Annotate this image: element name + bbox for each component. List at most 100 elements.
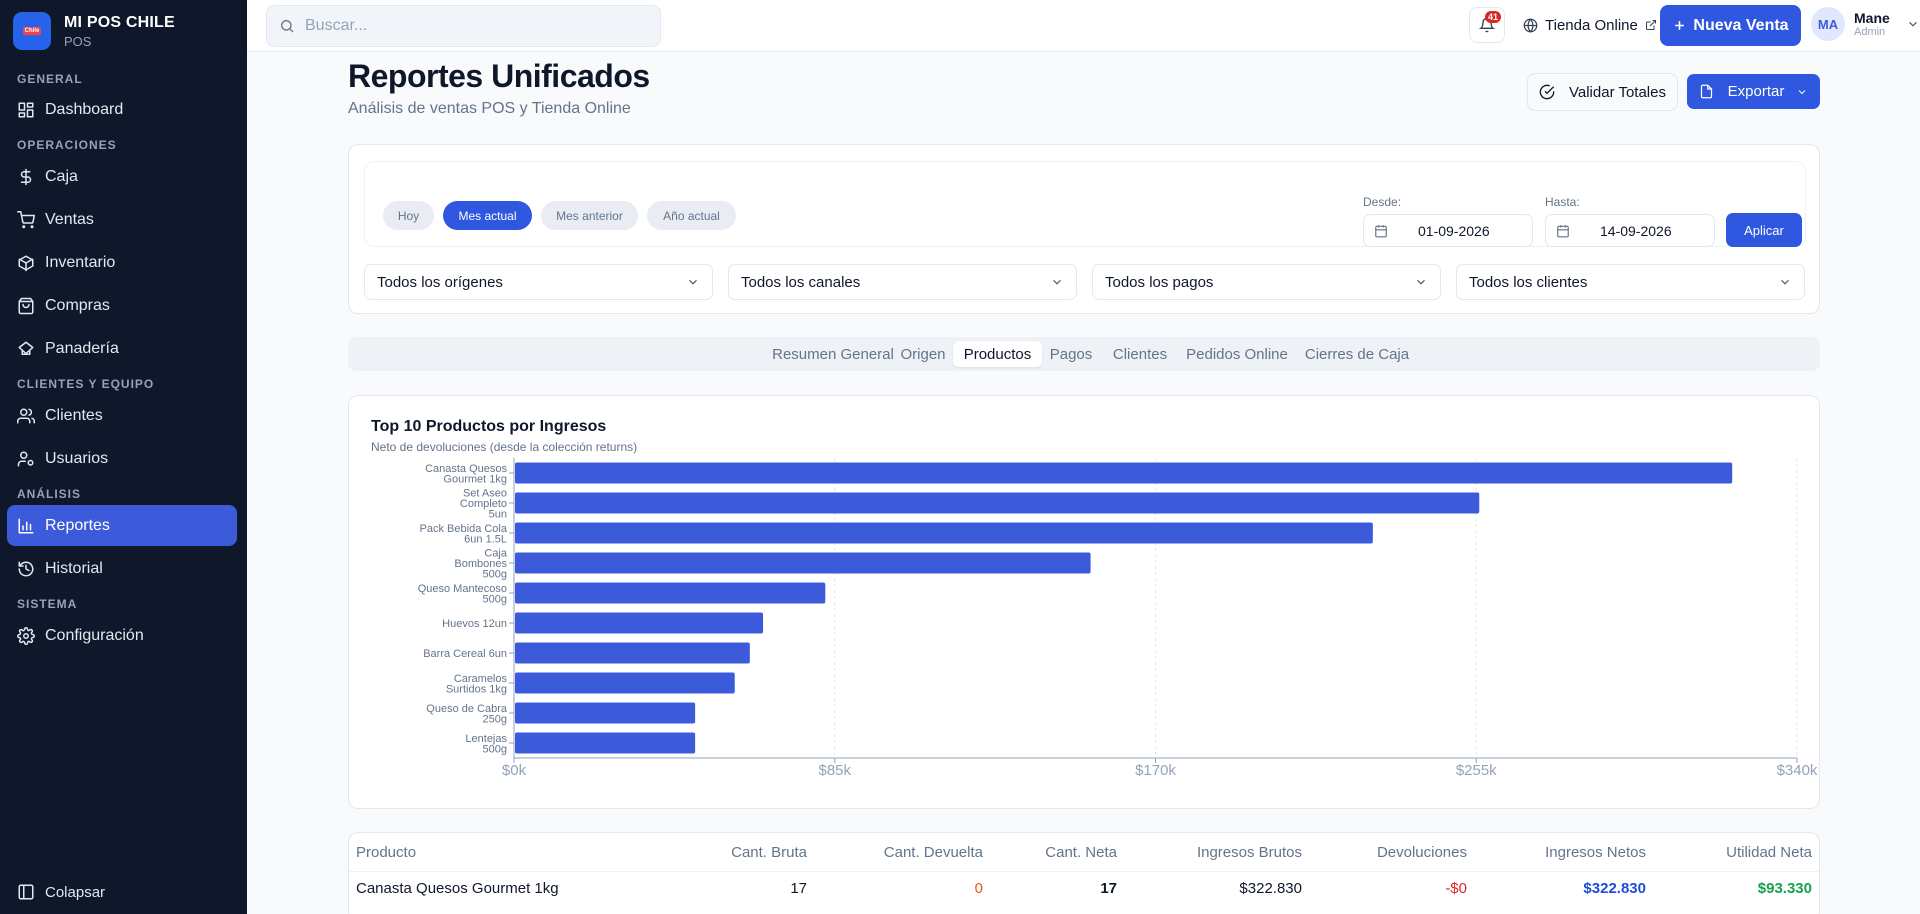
tab-resumen-general[interactable]: Resumen General — [772, 345, 894, 363]
hasta-value: 14-09-2026 — [1600, 222, 1672, 239]
brand-sub: POS — [64, 33, 92, 49]
chip-mes-actual[interactable]: Mes actual — [443, 201, 532, 230]
y-tick-label: Queso de Cabra — [426, 703, 508, 715]
tab-pagos[interactable]: Pagos — [1049, 345, 1093, 363]
x-tick-label: $85k — [818, 762, 851, 779]
column-header-devoluciones: Devoluciones — [1376, 844, 1467, 861]
sidebar-item-clientes[interactable]: Clientes — [7, 395, 237, 436]
select-canales[interactable]: Todos los canales — [728, 264, 1077, 300]
user-role: Admin — [1854, 26, 1886, 38]
avatar: MA — [1811, 7, 1845, 41]
nueva-venta-button[interactable]: Nueva Venta — [1660, 5, 1801, 46]
y-tick-label: Gourmet 1kg — [443, 473, 507, 485]
sidebar-item-configuracion[interactable]: Configuración — [7, 615, 237, 656]
filter-card: Hoy Mes actual Mes anterior Año actual D… — [348, 144, 1820, 314]
sidebar-item-reportes[interactable]: Reportes — [7, 505, 237, 546]
notifications-button[interactable]: 41 — [1469, 7, 1505, 43]
user-menu[interactable]: MA Mane Admin — [1811, 7, 1920, 41]
y-tick-label: Lentejas — [465, 733, 507, 745]
y-tick-label: Caja — [484, 548, 508, 560]
chevron-down-icon — [1417, 279, 1425, 285]
tab-origen[interactable]: Origen — [900, 345, 946, 363]
page-title: Reportes Unificados — [348, 58, 650, 94]
desde-date-input[interactable]: 01-09-2026 — [1363, 214, 1533, 247]
y-tick-label: Bombones — [454, 558, 507, 570]
brand[interactable]: Chile MI POS CHILE POS — [0, 0, 247, 62]
y-tick-label: Caramelos — [454, 673, 508, 685]
sidebar-item-label: Compras — [45, 296, 110, 314]
calendar-icon — [1375, 224, 1387, 237]
x-tick-label: $170k — [1135, 762, 1176, 779]
history-icon — [18, 561, 34, 576]
brand-name: MI POS CHILE — [64, 13, 175, 31]
tienda-online-link[interactable]: Tienda Online — [1513, 7, 1667, 43]
search-input[interactable] — [305, 17, 645, 35]
user-cog-icon — [17, 451, 34, 466]
cell-ingresos-netos: $322.830 — [1583, 880, 1646, 897]
validar-totales-label: Validar Totales — [1568, 83, 1666, 101]
column-header-ingresos-brutos: Ingresos Brutos — [1196, 844, 1302, 861]
sidebar-item-label: Dashboard — [45, 100, 124, 118]
select-pagos-value: Todos los pagos — [1105, 273, 1214, 291]
y-tick-label: Pack Bebida Cola — [420, 523, 508, 535]
sidebar-item-compras[interactable]: Compras — [7, 285, 237, 326]
chef-hat-icon — [18, 341, 34, 355]
sidebar-item-inventario[interactable]: Inventario — [7, 242, 237, 283]
bar — [515, 702, 696, 724]
select-origenes[interactable]: Todos los orígenes — [364, 264, 713, 300]
bar — [515, 642, 750, 664]
bar — [515, 522, 1373, 544]
cart-icon — [17, 210, 35, 228]
tab-clientes[interactable]: Clientes — [1112, 345, 1168, 363]
y-tick-label: Set Aseo — [463, 488, 507, 500]
bar-chart: $0k $85k $170k $255k $340k Canasta QuesosGour… — [418, 458, 1818, 779]
sidebar-item-historial[interactable]: Historial — [7, 548, 237, 589]
cell-devoluciones: -$0 — [1445, 880, 1467, 897]
tab-pedidos-online[interactable]: Pedidos Online — [1186, 345, 1288, 363]
chart-subtitle: Neto de devoluciones (desde la colección… — [371, 440, 638, 454]
y-tick-label: Barra Cereal 6un — [423, 648, 507, 660]
exportar-button[interactable]: Exportar — [1687, 74, 1820, 109]
user-name: Mane — [1854, 10, 1890, 26]
select-clientes-value: Todos los clientes — [1469, 273, 1588, 291]
tab-productos[interactable]: Productos — [953, 341, 1042, 367]
column-header-cant-devuelta: Cant. Devuelta — [883, 844, 983, 861]
y-tick-label: 5un — [489, 509, 507, 521]
cell-cant-bruta: 17 — [790, 880, 807, 897]
chevron-down-icon — [689, 279, 697, 285]
collapse-button[interactable]: Colapsar — [7, 874, 115, 910]
sidebar-item-usuarios[interactable]: Usuarios — [7, 438, 237, 479]
sidebar-item-ventas[interactable]: Ventas — [7, 199, 237, 240]
sidebar-item-panaderia[interactable]: Panadería — [7, 328, 237, 369]
chevron-down-icon — [1908, 21, 1917, 27]
bag-icon — [18, 297, 34, 314]
validar-totales-button[interactable]: Validar Totales — [1527, 73, 1678, 111]
sidebar-item-dashboard[interactable]: Dashboard — [7, 89, 237, 130]
sidebar-item-label: Panadería — [45, 339, 119, 357]
sidebar-item-label: Historial — [45, 559, 103, 577]
hasta-date-input[interactable]: 14-09-2026 — [1545, 214, 1715, 247]
chip-hoy[interactable]: Hoy — [383, 201, 434, 230]
sidebar-item-caja[interactable]: Caja — [7, 156, 237, 197]
tab-cierres-de-caja[interactable]: Cierres de Caja — [1304, 345, 1410, 363]
collapse-label: Colapsar — [45, 883, 106, 901]
sidebar-item-label: Usuarios — [45, 449, 109, 467]
nav-section-clientes-equipo: CLIENTES Y EQUIPO — [17, 377, 155, 391]
sidebar-item-label: Clientes — [45, 406, 103, 424]
exportar-label: Exportar — [1727, 83, 1785, 100]
calendar-icon — [1557, 224, 1569, 237]
notifications-count-badge: 41 — [1484, 11, 1501, 23]
y-tick-label: Surtidos 1kg — [446, 683, 507, 695]
column-header-utilidad-neta: Utilidad Neta — [1726, 844, 1812, 861]
select-pagos[interactable]: Todos los pagos — [1092, 264, 1441, 300]
aplicar-button[interactable]: Aplicar — [1726, 213, 1802, 247]
top-products-chart-card: Top 10 Productos por Ingresos Neto de de… — [348, 395, 1820, 809]
column-header-ingresos-netos: Ingresos Netos — [1545, 844, 1646, 861]
select-clientes[interactable]: Todos los clientes — [1456, 264, 1805, 300]
search-box[interactable] — [266, 5, 661, 47]
chip-ano-actual[interactable]: Año actual — [647, 201, 736, 230]
chip-mes-anterior[interactable]: Mes anterior — [541, 201, 638, 230]
sidebar-item-label: Configuración — [45, 626, 144, 644]
date-filter-panel: Hoy Mes actual Mes anterior Año actual D… — [364, 161, 1806, 247]
tienda-online-label: Tienda Online — [1545, 16, 1638, 34]
